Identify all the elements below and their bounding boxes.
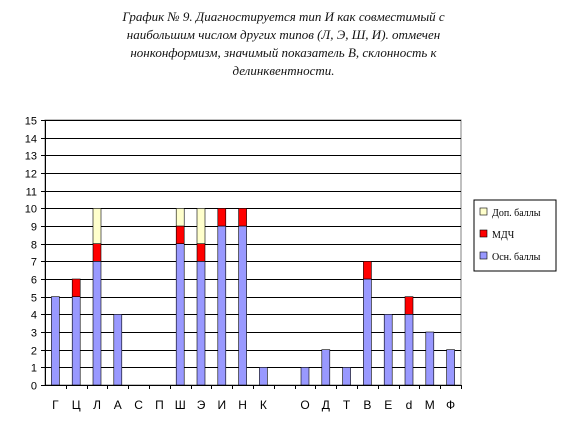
bar-segment [175,225,185,244]
x-tick-label: В [363,398,371,412]
y-tick-label: 6 [31,275,37,287]
bar-segment [71,278,81,297]
x-tick-label: Е [384,398,392,412]
y-tick-label: 14 [25,134,37,146]
x-tick-label: С [134,398,143,412]
bar-segment [300,367,310,386]
chart-title-line: делинквентности. [232,63,335,78]
x-tick-label: Т [343,398,351,412]
y-tick-label: 5 [31,293,37,305]
x-tick-label: И [217,398,226,412]
x-tick-label: Л [93,398,101,412]
bar-segment [92,261,102,386]
x-tick-label: Ш [175,398,186,412]
bar-segment [238,208,247,227]
x-tick-label: Ф [446,398,455,412]
legend-swatch [479,229,488,238]
legend: Доп. баллы МДЧ Осн. баллы [473,199,557,272]
x-tick-label: О [300,398,309,412]
bar-segment [238,225,247,386]
legend-swatch [479,207,488,216]
x-tick-label: Д [322,398,330,412]
y-tick-label: 4 [31,310,37,322]
bar-segment [321,349,331,386]
bar-segment [363,278,372,386]
legend-label: Осн. баллы [492,252,541,263]
y-tick-label: 7 [31,257,37,269]
chart-title-line: нонконформизм, значимый показатель В, ск… [130,45,437,60]
bar-segment [425,331,435,386]
plot-area-frame [44,119,462,386]
legend-label: МДЧ [492,230,515,241]
y-tick-label: 1 [31,363,37,375]
chart-title-line: наибольшим числом других типов (Л, Э, Ш,… [126,27,441,42]
chart-title: График № 9. Диагностируется тип И как со… [0,8,567,80]
bar-segment [259,367,268,386]
bar-segment [342,367,351,386]
legend-box [473,199,557,272]
bar-segment [175,243,185,386]
x-tick-label: К [260,398,267,412]
x-tick-label: Э [197,398,206,412]
bar-segment [71,296,81,386]
y-tick-label: 2 [31,346,37,358]
chart-title-line: График № 9. Диагностируется тип И как со… [122,9,445,24]
x-tick-label: А [114,398,122,412]
bar-segment [92,208,102,244]
grid-lines [44,119,462,386]
y-tick-label: 8 [31,240,37,252]
y-tick-label: 11 [26,187,37,199]
x-tick-label: П [155,398,164,412]
y-tick-label: 9 [31,222,37,234]
bar-segment [92,243,102,262]
x-tick-label: d [406,398,413,412]
bar-segment [51,296,60,386]
y-tick-label: 15 [25,116,37,128]
y-tick-label: 0 [31,381,37,393]
bar-segment [196,208,206,244]
bar-segment [404,314,414,386]
y-tick-label: 13 [25,151,37,163]
legend-label: Доп. баллы [492,208,541,219]
x-tick-label: Н [238,398,247,412]
x-tick-label: Г [52,398,59,412]
bar-segment [175,208,185,227]
bar-segment [404,296,414,315]
legend-swatch [479,251,488,260]
bar-segment [446,349,455,386]
y-tick-label: 10 [25,204,37,216]
x-tick-label: Ц [72,398,81,412]
bar-segment [363,261,372,280]
bar-segment [196,261,206,386]
x-tick-label: М [425,398,435,412]
bar-segment [217,208,227,227]
y-tick-label: 12 [25,169,37,181]
bar-segment [217,225,227,386]
bar-segment [113,314,123,386]
bar-segment [383,314,393,386]
y-tick-label: 3 [31,328,37,340]
bar-segment [196,243,206,262]
bars [51,208,455,386]
